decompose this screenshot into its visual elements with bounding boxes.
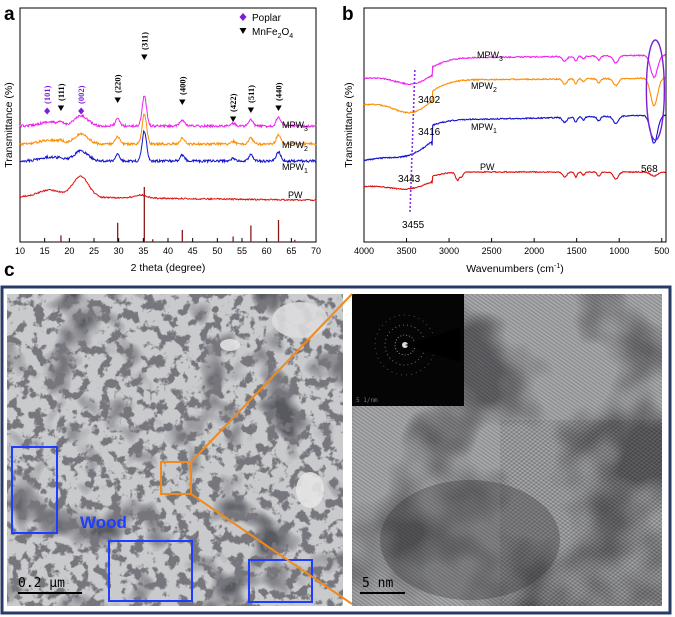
ftir-series-labels: MPW3 MPW2 MPW1 PW xyxy=(471,50,503,172)
xrd-peak-label: (111) xyxy=(56,83,66,101)
saed-inset: 5 1/nm xyxy=(352,294,464,406)
xrd-peak-marker-triangle xyxy=(57,105,65,111)
ftir-annotation: 3443 xyxy=(398,174,421,185)
ftir-x-tick-label: 2000 xyxy=(524,246,544,256)
saed-scale-label: 5 1/nm xyxy=(356,397,378,404)
ftir-series-label-PW: PW xyxy=(480,162,495,172)
xrd-x-tick-label: 40 xyxy=(163,246,173,256)
ftir-series-MPW2 xyxy=(363,77,666,114)
xrd-peak-labels: (101) (111) (002) (220) (311) (400) (422) (511)… xyxy=(42,32,284,122)
xrd-peak-marker-triangle xyxy=(229,116,237,122)
xrd-peak-label: (440) xyxy=(274,82,284,101)
legend-label-poplar: Poplar xyxy=(252,13,282,24)
xrd-x-tick-label: 50 xyxy=(212,246,222,256)
xrd-peak-marker-diamond xyxy=(44,107,51,115)
xrd-y-axis-title: Transmittance (%) xyxy=(3,82,15,167)
xrd-peak-marker-triangle xyxy=(114,97,121,103)
xrd-peak-marker-triangle xyxy=(247,107,255,113)
xrd-x-tick-label: 20 xyxy=(64,246,74,256)
ftir-series-label-MPW1: MPW1 xyxy=(471,122,497,135)
panel-label-b: b xyxy=(342,4,354,25)
scale-label-right: 5 nm xyxy=(362,576,393,591)
xrd-x-axis-title: 2 theta (degree) xyxy=(131,262,206,274)
xrd-x-tick-label: 15 xyxy=(40,246,50,256)
xrd-reference-lines xyxy=(60,187,296,242)
xrd-series-PW xyxy=(19,175,317,202)
xrd-x-tick-label: 25 xyxy=(89,246,99,256)
xrd-peak-marker-diamond xyxy=(78,107,85,115)
ftir-annotations: 3402 3416 3443 3455 568 xyxy=(398,39,666,231)
xrd-series-MPW2 xyxy=(19,113,317,147)
xrd-x-tick-label: 65 xyxy=(286,246,296,256)
xrd-series-label-MPW3: MPW3 xyxy=(282,120,308,133)
xrd-series-label-MPW1: MPW1 xyxy=(282,162,308,175)
ftir-series-label-MPW3: MPW3 xyxy=(477,50,503,63)
xrd-peak-label: (311) xyxy=(139,32,149,50)
zoom-line-top xyxy=(190,293,353,463)
legend-marker-mnfe2o4 xyxy=(239,28,247,34)
ftir-x-tick-label: 1000 xyxy=(609,246,629,256)
legend-marker-poplar xyxy=(239,13,247,21)
ftir-x-tick-label: 500 xyxy=(654,246,669,256)
legend-label-mnfe2o4: MnFe2O4 xyxy=(252,27,293,40)
ftir-annotation: 568 xyxy=(641,164,658,175)
panel-label-c: c xyxy=(4,260,15,281)
xrd-peak-label: (002) xyxy=(76,85,86,104)
ftir-x-tick-label: 4000 xyxy=(354,246,374,256)
xrd-peak-label: (422) xyxy=(228,93,238,112)
ftir-series-MPW1 xyxy=(363,114,666,162)
xrd-x-tick-label: 70 xyxy=(311,246,321,256)
xrd-series-labels: MPW3 MPW2 MPW1 PW xyxy=(282,120,308,200)
panel-label-a: a xyxy=(4,4,15,25)
xrd-x-tick-label: 30 xyxy=(114,246,124,256)
xrd-x-tick-label: 10 xyxy=(15,246,25,256)
xrd-chart: (101) (111) (002) (220) (311) (400) (422) (511)… xyxy=(3,7,321,274)
ftir-y-axis-title: Transmittance (%) xyxy=(343,82,355,167)
xrd-x-tick-label: 60 xyxy=(262,246,272,256)
ftir-x-tick-label: 2500 xyxy=(482,246,502,256)
wood-label: Wood xyxy=(80,513,127,532)
xrd-x-ticks: 10 15 20 25 30 35 40 45 50 55 60 65 70 xyxy=(15,238,321,256)
ftir-annotation: 3455 xyxy=(402,220,425,231)
xrd-series-MPW1 xyxy=(20,129,317,164)
ftir-oh-guide-line xyxy=(409,69,416,215)
zoom-box xyxy=(160,461,192,495)
ftir-x-tick-label: 1500 xyxy=(567,246,587,256)
ftir-568-ellipse xyxy=(645,39,666,141)
ftir-annotation: 3402 xyxy=(418,95,441,106)
ftir-x-axis-title: Wavenumbers (cm-1) xyxy=(466,263,563,275)
ftir-plot-frame xyxy=(363,7,667,243)
hrtem-micrograph xyxy=(352,294,662,606)
xrd-series xyxy=(19,95,317,202)
xrd-peak-label: (511) xyxy=(246,85,256,103)
xrd-series-label-MPW2: MPW2 xyxy=(282,140,308,153)
wood-box-2 xyxy=(108,540,193,602)
wood-box-3 xyxy=(248,559,313,603)
xrd-x-tick-label: 55 xyxy=(237,246,247,256)
xrd-series-label-PW: PW xyxy=(288,190,303,200)
xrd-peak-marker-triangle xyxy=(275,105,282,111)
xrd-x-tick-label: 35 xyxy=(138,246,148,256)
ftir-series-label-MPW2: MPW2 xyxy=(471,81,497,94)
zoom-line-bottom xyxy=(190,493,353,605)
ftir-annotation: 3416 xyxy=(418,127,441,138)
wood-box-1 xyxy=(11,446,58,534)
ftir-x-tick-label: 3000 xyxy=(439,246,459,256)
xrd-peak-label: (400) xyxy=(177,76,187,95)
ftir-x-tick-label: 3500 xyxy=(397,246,417,256)
scale-label-left: 0.2 μm xyxy=(18,576,65,591)
ftir-x-ticks: 4000 3500 3000 2500 2000 1500 1000 500 xyxy=(354,238,669,256)
xrd-legend: Poplar MnFe2O4 xyxy=(239,13,293,40)
ftir-series xyxy=(363,53,666,191)
xrd-peak-label: (101) xyxy=(42,85,52,104)
xrd-peak-marker-triangle xyxy=(141,54,148,60)
ftir-chart: 4000 3500 3000 2500 2000 1500 1000 500 MPW3 MPW2… xyxy=(343,7,669,275)
tem-micrograph xyxy=(7,294,343,606)
xrd-x-tick-label: 45 xyxy=(188,246,198,256)
ftir-series-PW xyxy=(363,170,666,191)
xrd-peak-label: (220) xyxy=(113,74,123,93)
xrd-series-MPW3 xyxy=(19,95,317,129)
xrd-peak-marker-triangle xyxy=(179,99,186,105)
